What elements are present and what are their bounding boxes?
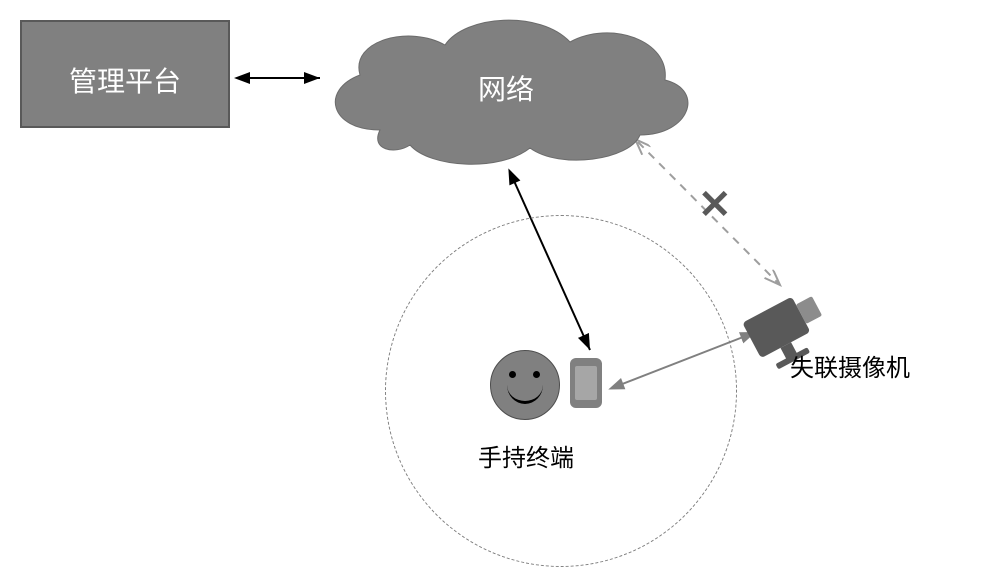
- handheld-device-icon: [570, 358, 602, 408]
- user-smiley-icon: [490, 350, 560, 420]
- camera-label: 失联摄像机: [790, 348, 910, 383]
- handheld-label: 手持终端: [478, 438, 574, 473]
- management-platform-label: 管理平台: [22, 60, 228, 100]
- network-diagram: 管理平台 网络 手持终端 失联摄像机 ✕: [0, 0, 1000, 569]
- smiley-eye-right: [533, 371, 540, 378]
- handheld-screen: [575, 366, 597, 400]
- smiley-mouth: [507, 385, 543, 404]
- network-cloud-label: 网络: [478, 68, 534, 108]
- management-platform-node: 管理平台: [20, 20, 230, 128]
- smiley-eye-left: [509, 371, 516, 378]
- broken-link-x-icon: ✕: [698, 182, 732, 228]
- network-cloud-node: 网络: [310, 10, 700, 170]
- range-circle: [385, 215, 737, 567]
